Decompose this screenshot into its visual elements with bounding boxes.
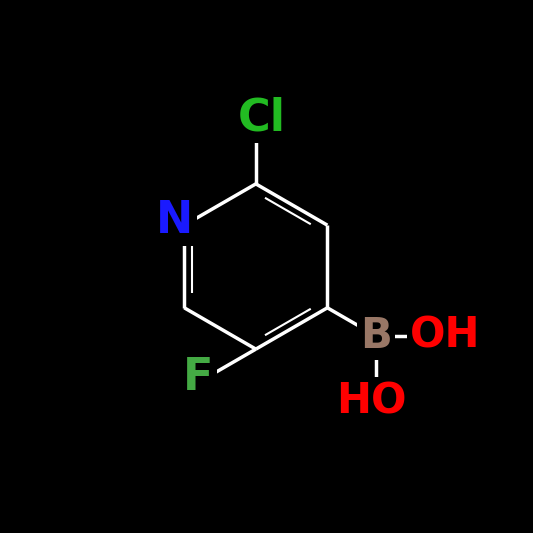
- Text: F: F: [183, 356, 213, 399]
- Text: Cl: Cl: [238, 97, 286, 140]
- Text: B: B: [360, 315, 392, 357]
- Text: HO: HO: [336, 381, 407, 422]
- Text: OH: OH: [410, 315, 480, 357]
- Text: N: N: [156, 199, 193, 243]
